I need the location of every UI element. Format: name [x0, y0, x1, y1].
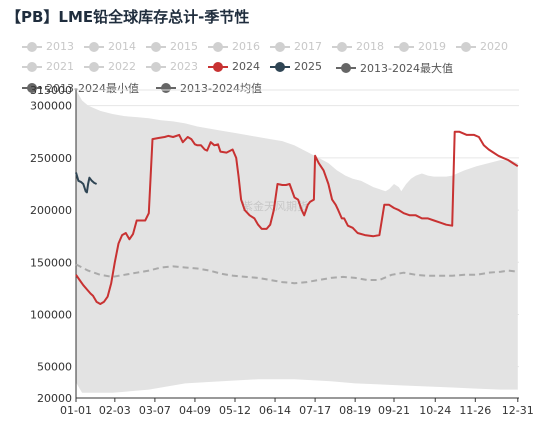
x-tick-label: 11-26 — [459, 404, 491, 417]
y-tick-label: 50000 — [37, 361, 72, 374]
legend-item-2018[interactable]: 2018 — [332, 40, 384, 53]
legend-marker-icon — [22, 83, 42, 93]
legend-item-2015[interactable]: 2015 — [146, 40, 198, 53]
legend-item-2025[interactable]: 2025 — [270, 60, 322, 73]
legend-marker-icon — [84, 41, 104, 52]
x-tick-label: 12-31 — [502, 404, 534, 417]
legend-marker-icon — [336, 63, 356, 73]
legend-marker-icon — [208, 61, 228, 72]
x-tick-label: 05-12 — [219, 404, 251, 417]
x-tick-label: 01-01 — [60, 404, 92, 417]
x-tick-label: 03-07 — [139, 404, 171, 417]
legend-label: 2013 — [46, 40, 74, 53]
y-tick-label: 250000 — [30, 152, 72, 165]
x-tick-label: 02-03 — [99, 404, 131, 417]
legend-item-2016[interactable]: 2016 — [208, 40, 260, 53]
legend-item-2019[interactable]: 2019 — [394, 40, 446, 53]
legend-label: 2013-2024最小值 — [46, 82, 139, 95]
legend-item-2022[interactable]: 2022 — [84, 60, 136, 73]
y-tick-label: 200000 — [30, 204, 72, 217]
legend-label: 2014 — [108, 40, 136, 53]
x-tick-label: 09-21 — [378, 404, 410, 417]
legend-marker-icon — [146, 41, 166, 52]
x-tick-label: 04-09 — [179, 404, 211, 417]
chart-title: 【PB】LME铅全球库存总计-季节性 — [6, 8, 250, 26]
legend-marker-icon — [394, 41, 414, 52]
x-tick-label: 10-24 — [419, 404, 451, 417]
x-tick-label: 07-17 — [299, 404, 331, 417]
series-line-2013-2024均值 — [75, 263, 518, 285]
legend-item-2013-2024均值[interactable]: 2013-2024均值 — [156, 80, 262, 96]
min-max-band — [76, 90, 518, 393]
legend-item-2023[interactable]: 2023 — [146, 60, 198, 73]
legend-label: 2021 — [46, 60, 74, 73]
y-tick-label: 20000 — [37, 392, 72, 405]
legend-marker-icon — [146, 61, 166, 72]
legend-label: 2023 — [170, 60, 198, 73]
y-tick-label: 100000 — [30, 308, 72, 321]
legend-label: 2024 — [232, 60, 260, 73]
legend-label: 2022 — [108, 60, 136, 73]
legend-label: 2019 — [418, 40, 446, 53]
legend-label: 2013-2024均值 — [180, 82, 262, 95]
legend-marker-icon — [270, 61, 290, 72]
legend-marker-icon — [208, 41, 228, 52]
legend-item-2020[interactable]: 2020 — [456, 40, 508, 53]
legend-marker-icon — [156, 83, 176, 93]
legend: 2013 2014 2015 2016 2017 2018 2019 2020 2021 2022… — [0, 36, 550, 98]
series-line-2024 — [75, 130, 519, 305]
legend-marker-icon — [456, 41, 476, 52]
y-tick-label: 300000 — [30, 100, 72, 113]
legend-item-2017[interactable]: 2017 — [270, 40, 322, 53]
legend-item-2013[interactable]: 2013 — [22, 40, 74, 53]
y-tick-label: 150000 — [30, 256, 72, 269]
legend-label: 2020 — [480, 40, 508, 53]
legend-label: 2017 — [294, 40, 322, 53]
legend-marker-icon — [22, 41, 42, 52]
legend-item-2013-2024最小值[interactable]: 2013-2024最小值 — [22, 80, 139, 96]
y-tick-label: 315000 — [30, 84, 72, 97]
legend-marker-icon — [22, 61, 42, 72]
legend-item-2013-2024最大值[interactable]: 2013-2024最大值 — [336, 60, 453, 76]
legend-label: 2013-2024最大值 — [360, 62, 453, 75]
legend-label: 2018 — [356, 40, 384, 53]
x-tick-label: 08-19 — [339, 404, 371, 417]
legend-label: 2016 — [232, 40, 260, 53]
legend-label: 2025 — [294, 60, 322, 73]
legend-item-2014[interactable]: 2014 — [84, 40, 136, 53]
legend-marker-icon — [270, 41, 290, 52]
legend-label: 2015 — [170, 40, 198, 53]
legend-item-2021[interactable]: 2021 — [22, 60, 74, 73]
legend-marker-icon — [84, 61, 104, 72]
legend-item-2024[interactable]: 2024 — [208, 60, 260, 73]
x-tick-label: 06-14 — [259, 404, 291, 417]
legend-marker-icon — [332, 41, 352, 52]
series-line-2025 — [75, 172, 98, 194]
